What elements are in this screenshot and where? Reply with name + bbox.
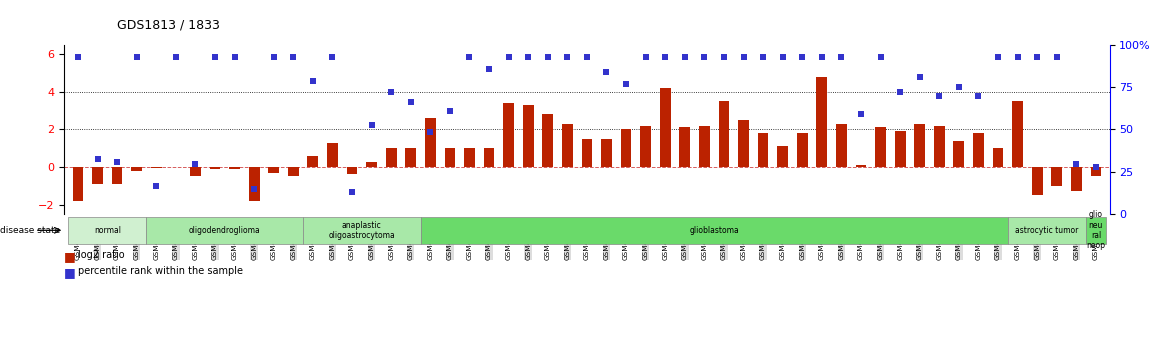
Bar xyxy=(405,148,416,167)
Bar xyxy=(484,148,494,167)
Bar xyxy=(620,129,632,167)
Bar xyxy=(797,133,807,167)
Bar xyxy=(523,105,534,167)
Bar xyxy=(249,167,259,201)
Bar xyxy=(562,124,572,167)
Bar xyxy=(718,101,729,167)
Bar xyxy=(698,126,710,167)
Bar xyxy=(993,148,1003,167)
Bar xyxy=(973,133,983,167)
Text: ■: ■ xyxy=(64,250,76,263)
Bar xyxy=(92,167,103,184)
Bar xyxy=(190,167,201,176)
Bar xyxy=(307,156,318,167)
Bar xyxy=(367,162,377,167)
Text: log2 ratio: log2 ratio xyxy=(78,250,125,260)
Text: glioblastoma: glioblastoma xyxy=(689,226,739,235)
Text: GDS1813 / 1833: GDS1813 / 1833 xyxy=(117,18,220,31)
Bar xyxy=(229,167,239,169)
Bar xyxy=(680,128,690,167)
Text: astrocytic tumor: astrocytic tumor xyxy=(1015,226,1078,235)
Bar xyxy=(131,167,142,171)
Bar xyxy=(602,139,612,167)
Bar xyxy=(953,141,965,167)
Bar xyxy=(112,167,123,184)
Bar xyxy=(209,167,221,169)
Bar xyxy=(915,124,925,167)
Bar xyxy=(1091,167,1101,176)
Bar xyxy=(420,217,1008,244)
Bar xyxy=(1071,167,1082,191)
Text: ■: ■ xyxy=(64,266,76,279)
Bar xyxy=(72,167,83,201)
Bar xyxy=(1086,217,1106,244)
Bar xyxy=(895,131,905,167)
Bar xyxy=(385,148,397,167)
Bar xyxy=(287,167,299,176)
Text: normal: normal xyxy=(93,226,120,235)
Bar xyxy=(640,126,651,167)
Bar xyxy=(146,217,303,244)
Bar xyxy=(738,120,749,167)
Bar xyxy=(542,114,554,167)
Text: percentile rank within the sample: percentile rank within the sample xyxy=(78,266,243,276)
Bar xyxy=(1031,167,1043,195)
Bar xyxy=(836,124,847,167)
Bar xyxy=(464,148,475,167)
Bar xyxy=(816,77,827,167)
Bar xyxy=(856,165,867,167)
Bar xyxy=(68,217,146,244)
Bar xyxy=(660,88,670,167)
Text: glio
neu
ral
neop: glio neu ral neop xyxy=(1086,210,1105,250)
Bar xyxy=(1008,217,1086,244)
Bar xyxy=(425,118,436,167)
Bar xyxy=(327,142,338,167)
Bar xyxy=(582,139,592,167)
Bar xyxy=(303,217,420,244)
Bar xyxy=(758,133,769,167)
Bar xyxy=(875,128,887,167)
Bar xyxy=(445,148,456,167)
Bar xyxy=(503,103,514,167)
Text: oligodendroglioma: oligodendroglioma xyxy=(189,226,260,235)
Bar xyxy=(151,167,161,168)
Bar xyxy=(1013,101,1023,167)
Bar xyxy=(777,146,788,167)
Bar xyxy=(347,167,357,175)
Text: anaplastic
oligoastrocytoma: anaplastic oligoastrocytoma xyxy=(328,220,395,240)
Bar xyxy=(269,167,279,172)
Bar xyxy=(934,126,945,167)
Text: disease state: disease state xyxy=(0,226,61,235)
Bar xyxy=(1051,167,1062,186)
